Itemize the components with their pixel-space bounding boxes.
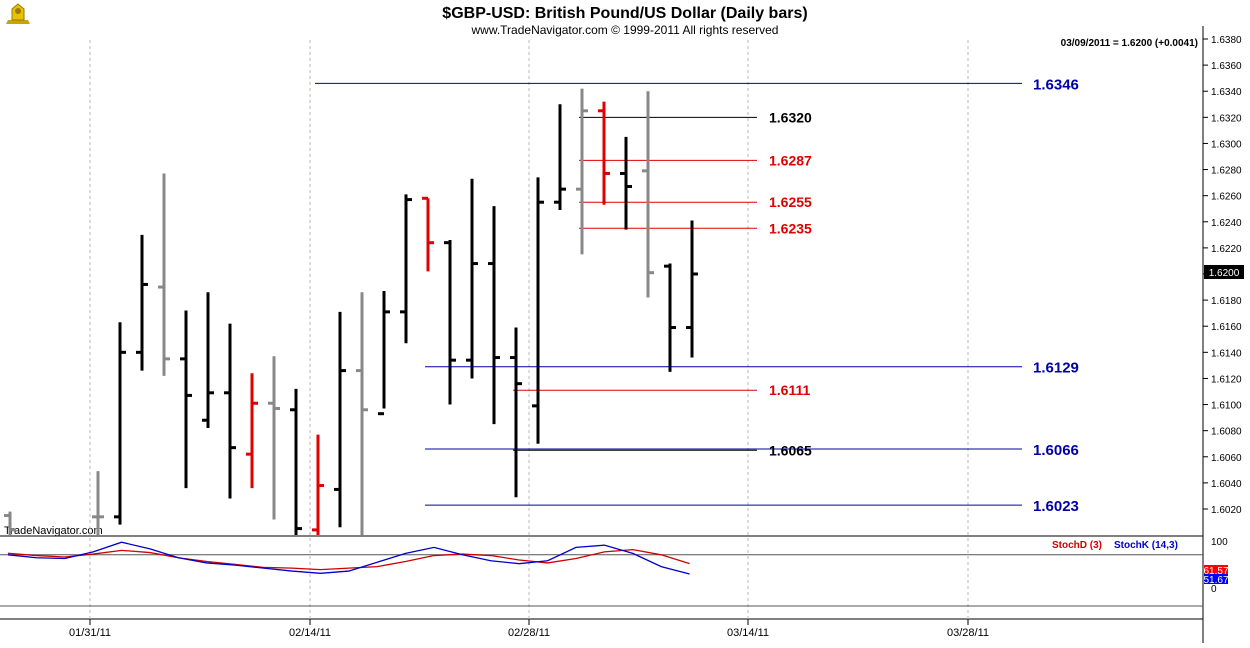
price-tick-label: 1.6120 [1211,374,1242,385]
price-tick-label: 1.6360 [1211,61,1242,72]
svg-text:51.67: 51.67 [1203,575,1228,586]
ohlc-bar [268,356,280,520]
stochd-legend: StochD (3) [1052,540,1102,551]
ohlc-bar [114,322,126,525]
ohlc-bar [356,292,368,535]
ohlc-bar [92,471,104,535]
level-label: 1.6346 [1033,76,1079,93]
level-label: 1.6255 [769,194,812,210]
price-tick-label: 1.6160 [1211,322,1242,333]
price-bars [4,88,698,535]
svg-text:61.57: 61.57 [1203,566,1228,577]
chart-title: $GBP-USD: British Pound/US Dollar (Daily… [442,5,807,22]
price-tick-label: 1.6240 [1211,218,1242,229]
ohlc-bar [554,104,566,211]
ohlc-bar [202,292,214,429]
ohlc-bar [422,196,434,272]
date-tick-label: 02/14/11 [289,627,331,639]
price-tick-label: 1.6140 [1211,348,1242,359]
last-quote-readout: 03/09/2011 = 1.6200 (+0.0041) [1061,38,1198,49]
ohlc-bar [246,373,258,489]
current-price-value: 1.6200 [1209,268,1240,279]
price-tick-label: 1.6040 [1211,479,1242,490]
price-tick-label: 1.6100 [1211,401,1242,412]
price-tick-label: 1.6300 [1211,139,1242,150]
price-tick-label: 1.6280 [1211,166,1242,177]
price-tick-label: 1.6220 [1211,244,1242,255]
price-tick-label: 1.6080 [1211,427,1242,438]
ohlc-bar [136,234,148,371]
ohlc-bar [488,206,500,425]
price-tick-label: 1.6060 [1211,453,1242,464]
ohlc-bar [224,323,236,499]
chart-subtitle: www.TradeNavigator.com © 1999-2011 All r… [471,23,779,37]
level-label: 1.6023 [1033,498,1079,515]
ohlc-bar [576,88,588,255]
ohlc-bar [158,173,170,376]
price-tick-label: 1.6320 [1211,113,1242,124]
stoch-tick-label: 100 [1211,537,1228,548]
ohlc-bar [378,290,390,416]
price-tick-label: 1.6380 [1211,35,1242,46]
ohlc-bar [598,101,610,205]
date-tick-label: 03/28/11 [947,627,989,639]
stochastic-panel: 100 0 [0,537,1228,607]
ohlc-bar [180,310,192,489]
price-tick-label: 1.6020 [1211,505,1242,516]
price-tick-label: 1.6180 [1211,296,1242,307]
level-label: 1.6320 [769,109,812,125]
stochd-line [7,548,690,571]
level-label: 1.6065 [769,442,812,458]
ohlc-bar [642,91,654,298]
ohlc-bar [510,327,522,498]
watermark-text: TradeNavigator.com [4,525,103,537]
stochk-value-tag: 51.67 [1203,574,1229,586]
price-tick-label: 1.6260 [1211,192,1242,203]
stochk-legend: StochK (14,3) [1114,540,1178,551]
ohlc-bar [290,388,302,535]
stochd-value-tag: 61.57 [1203,565,1229,577]
ohlc-bar [400,194,412,344]
ohlc-bar [312,434,324,535]
date-tick-label: 03/14/11 [727,627,769,639]
level-label: 1.6235 [769,220,812,236]
date-axis: 01/31/11 02/14/11 02/28/11 03/14/11 03/28/11 [69,619,989,639]
level-label: 1.6111 [769,382,810,398]
ohlc-bar [444,240,456,405]
ohlc-bar [664,263,676,372]
ohlc-bar [334,311,346,528]
date-tick-label: 01/31/11 [69,627,111,639]
price-tick-label: 1.6340 [1211,87,1242,98]
level-label: 1.6287 [769,152,812,168]
ohlc-bar [466,178,478,379]
level-label: 1.6129 [1033,360,1079,377]
level-label: 1.6066 [1033,442,1079,459]
ohlc-bar [4,511,16,535]
stochk-line [7,541,690,575]
ohlc-bar [532,177,544,444]
trade-navigator-logo-icon[interactable] [3,2,33,28]
stoch-tick-label: 0 [1211,584,1217,595]
grid-layer [89,40,969,619]
date-tick-label: 02/28/11 [508,627,550,639]
level-lines: 1.6346 1.6320 1.6287 1.6255 1.6235 1.6129 1.61… [315,76,1079,515]
ohlc-bar [686,220,698,358]
ohlc-bar [620,136,632,230]
current-price-tag: 1.6200 [1204,265,1244,279]
